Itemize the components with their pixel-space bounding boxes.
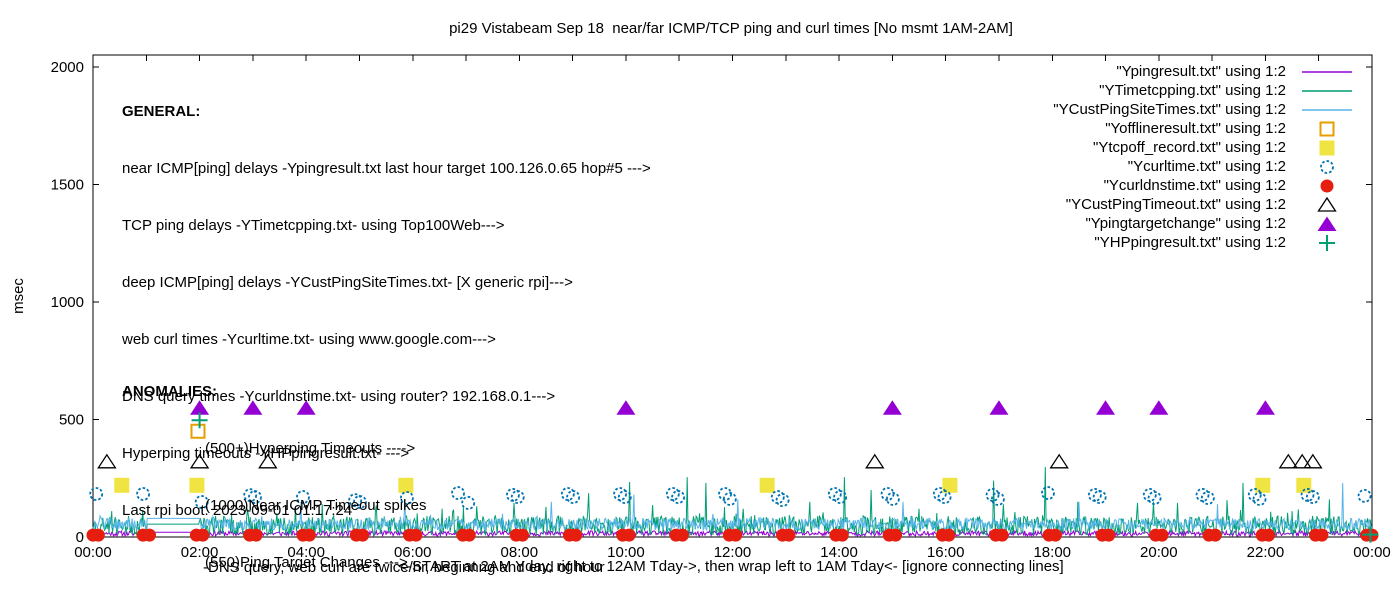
general-line: near ICMP[ping] delays -Ypingresult.txt … bbox=[122, 160, 651, 177]
general-line: Last rpi boot: 2023-09-01 01:17:24 bbox=[122, 502, 353, 519]
legend-marker-square-open-icon bbox=[1290, 121, 1360, 137]
legend-marker-line-icon bbox=[1290, 83, 1360, 99]
anomaly-line: (500+)Hyperping Timeouts ----> bbox=[205, 440, 416, 457]
legend-marker-line-icon bbox=[1290, 102, 1360, 118]
svg-text:04:00: 04:00 bbox=[287, 544, 325, 561]
general-heading: GENERAL: bbox=[122, 103, 201, 120]
svg-text:00:00: 00:00 bbox=[1353, 544, 1391, 561]
anomalies-annotation: ANOMALIES: (500+)Hyperping Timeouts ----… bbox=[122, 344, 426, 600]
general-line: Hyperping timeouts -YHPpingresult.txt- -… bbox=[122, 445, 410, 462]
legend-label: "Ypingresult.txt" using 1:2 bbox=[1116, 63, 1286, 80]
legend-marker-circle-open-icon bbox=[1290, 159, 1360, 175]
svg-text:20:00: 20:00 bbox=[1140, 544, 1178, 561]
legend-marker-line-icon bbox=[1290, 64, 1360, 80]
series-YCustPingSiteTimes.txt bbox=[92, 482, 1373, 532]
legend-row: "YCustPingTimeout.txt" using 1:2 bbox=[1053, 195, 1360, 214]
anomaly-line: (550)Ping Target Changes ---> bbox=[205, 554, 408, 571]
legend-row: "Ypingresult.txt" using 1:2 bbox=[1053, 62, 1360, 81]
series-Yofflineresult.txt bbox=[190, 423, 206, 439]
series-Ycurldnstime.txt bbox=[86, 528, 1379, 542]
tick-labels: 00:00 02:00 04:00 06:00 08:00 10:00 12:00 14:00… bbox=[51, 59, 1391, 561]
legend-marker-circle-icon bbox=[1290, 178, 1360, 194]
svg-text:14:00: 14:00 bbox=[820, 544, 858, 561]
legend-row: "Ycurltime.txt" using 1:2 bbox=[1053, 157, 1360, 176]
anomaly-line: (1000)Near ICMP Timeout spikes bbox=[205, 497, 427, 514]
svg-text:10:00: 10:00 bbox=[607, 544, 645, 561]
legend-label: "Ypingtargetchange" using 1:2 bbox=[1085, 215, 1286, 232]
svg-text:06:00: 06:00 bbox=[394, 544, 432, 561]
legend-row: "YCustPingSiteTimes.txt" using 1:2 bbox=[1053, 100, 1360, 119]
anomalies-heading: ANOMALIES: bbox=[122, 383, 217, 400]
series-Ytcpoff_record.txt bbox=[114, 477, 1312, 493]
series-Ypingtargetchange bbox=[190, 400, 1275, 415]
legend-row: "Ytcpoff_record.txt" using 1:2 bbox=[1053, 138, 1360, 157]
svg-text:22:00: 22:00 bbox=[1247, 544, 1285, 561]
legend-label: "Yofflineresult.txt" using 1:2 bbox=[1105, 120, 1286, 137]
svg-text:12:00: 12:00 bbox=[714, 544, 752, 561]
legend-row: "YTimetcpping.txt" using 1:2 bbox=[1053, 81, 1360, 100]
legend-label: "YCustPingSiteTimes.txt" using 1:2 bbox=[1053, 101, 1286, 118]
svg-text:00:00: 00:00 bbox=[74, 544, 112, 561]
series-YCustPingTimeout.txt bbox=[97, 453, 1323, 469]
general-line: DNS query times -Ycurldnstime.txt- using… bbox=[122, 388, 556, 405]
legend-marker-triangle-open-icon bbox=[1290, 196, 1360, 213]
legend-label: "Ycurltime.txt" using 1:2 bbox=[1127, 158, 1286, 175]
general-line: deep ICMP[ping] delays -YCustPingSiteTim… bbox=[122, 274, 573, 291]
legend-label: "YTimetcpping.txt" using 1:2 bbox=[1099, 82, 1286, 99]
legend-marker-plus-icon bbox=[1290, 234, 1360, 251]
svg-text:18:00: 18:00 bbox=[1033, 544, 1071, 561]
svg-text:02:00: 02:00 bbox=[181, 544, 219, 561]
svg-text:1000: 1000 bbox=[51, 294, 84, 311]
legend-row: "Yofflineresult.txt" using 1:2 bbox=[1053, 119, 1360, 138]
x-axis-caption: <-START at 2AM Yday, right to 12AM Tday-… bbox=[398, 558, 1064, 575]
svg-text:0: 0 bbox=[76, 529, 84, 546]
general-annotation: GENERAL: near ICMP[ping] delays -Ypingre… bbox=[122, 64, 655, 600]
legend: "Ypingresult.txt" using 1:2 "YTimetcpping… bbox=[1053, 62, 1360, 252]
svg-text:2000: 2000 bbox=[51, 59, 84, 76]
legend-marker-triangle-icon bbox=[1290, 216, 1360, 232]
svg-text:16:00: 16:00 bbox=[927, 544, 965, 561]
legend-row: "Ycurldnstime.txt" using 1:2 bbox=[1053, 176, 1360, 195]
chart-title: pi29 Vistabeam Sep 18 near/far ICMP/TCP … bbox=[449, 20, 1013, 37]
legend-label: "Ytcpoff_record.txt" using 1:2 bbox=[1093, 139, 1286, 156]
general-line: web curl times -Ycurltime.txt- using www… bbox=[122, 331, 496, 348]
legend-row: "YHPpingresult.txt" using 1:2 bbox=[1053, 233, 1360, 252]
legend-row: "Ypingtargetchange" using 1:2 bbox=[1053, 214, 1360, 233]
legend-label: "Ycurldnstime.txt" using 1:2 bbox=[1103, 177, 1286, 194]
series-Ycurltime.txt bbox=[89, 486, 1372, 510]
svg-text:500: 500 bbox=[59, 412, 84, 429]
legend-label: "YHPpingresult.txt" using 1:2 bbox=[1094, 234, 1286, 251]
legend-marker-square-icon bbox=[1290, 140, 1360, 156]
series-YHPpingresult.txt bbox=[191, 412, 1379, 543]
svg-text:1500: 1500 bbox=[51, 177, 84, 194]
legend-label: "YCustPingTimeout.txt" using 1:2 bbox=[1065, 196, 1286, 213]
general-line: TCP ping delays -YTimetcpping.txt- using… bbox=[122, 217, 505, 234]
svg-text:08:00: 08:00 bbox=[501, 544, 539, 561]
general-note: -DNS query, web curl are twice/hr, begin… bbox=[203, 559, 605, 576]
